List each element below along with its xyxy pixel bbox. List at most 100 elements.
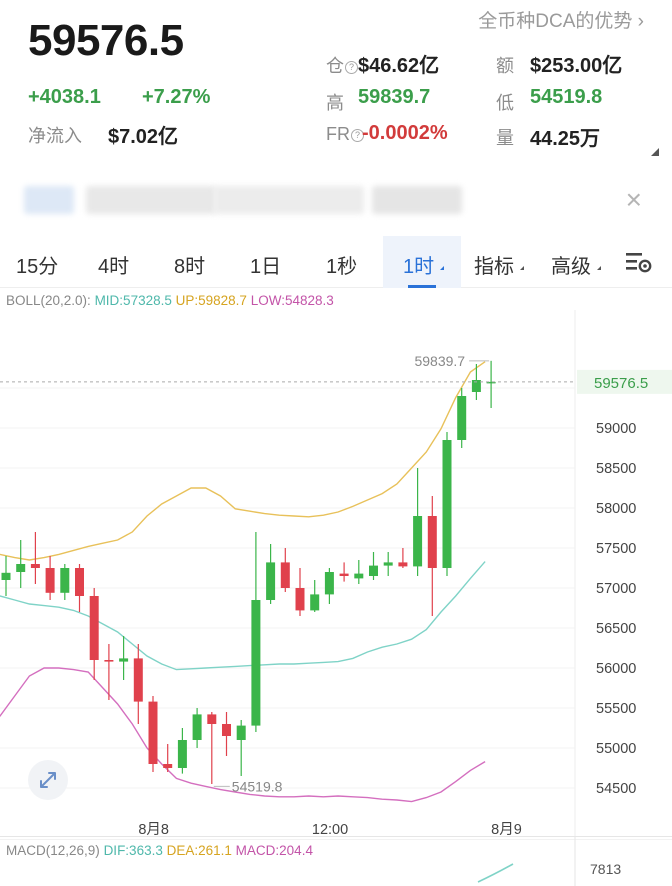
y-tick-label: 59000 [596, 421, 636, 437]
y-tick-label: 56500 [596, 621, 636, 637]
macd-legend: MACD(12,26,9) DIF:363.3 DEA:261.1 MACD:2… [6, 843, 313, 858]
expand-arrows-icon [40, 772, 56, 788]
tab-1d[interactable]: 1日 [250, 256, 282, 278]
y-tick-label: 55500 [596, 701, 636, 717]
macd-name: MACD(12,26,9) [6, 843, 100, 858]
candle-body [75, 568, 84, 596]
candle-body [354, 573, 364, 579]
high-label: 高 [326, 93, 344, 113]
boll-up-value: UP:59828.7 [175, 293, 247, 308]
netflow-value: $7.02亿 [108, 126, 179, 148]
current-price-tag [577, 369, 672, 394]
macd-axis-tick: 7813 [590, 861, 621, 877]
y-tick-label: 55000 [596, 741, 636, 757]
dropdown-caret-icon [520, 266, 524, 270]
close-icon[interactable]: × [625, 184, 642, 215]
tab-4h[interactable]: 4时 [98, 256, 130, 278]
tab-1s[interactable]: 1秒 [326, 256, 358, 278]
candle-body [295, 588, 305, 611]
candle-body [383, 562, 393, 566]
help-icon[interactable]: ? [345, 60, 358, 74]
change-percent: +7.27% [142, 86, 211, 108]
candle-body [133, 658, 143, 702]
netflow-label: 净流入 [28, 126, 82, 146]
open-interest-label[interactable]: 仓? [326, 52, 358, 78]
boll-legend: BOLL(20,2.0): MID:57328.5 UP:59828.7 LOW… [6, 293, 334, 308]
y-tick-label: 58500 [596, 461, 636, 477]
candle-body [427, 516, 437, 568]
macd-dif-value: DIF:363.3 [103, 843, 163, 858]
candle-body [119, 658, 129, 662]
funding-rate-value: -0.0002% [362, 122, 448, 144]
candle-body [222, 724, 231, 736]
macd-panel: 7813 [0, 836, 672, 886]
tab-indicators[interactable]: 指标 [474, 256, 514, 278]
candle-body [471, 380, 481, 392]
change-absolute: +4038.1 [28, 86, 101, 108]
candle-body [16, 564, 26, 572]
candle-body [324, 572, 334, 595]
low-value: 54519.8 [530, 86, 603, 108]
funding-rate-label[interactable]: FR? [326, 124, 364, 145]
help-icon[interactable]: ? [351, 128, 364, 142]
dropdown-caret-icon [597, 266, 601, 270]
x-tick-label: 8月8 [138, 822, 169, 838]
macd-dea-value: DEA:261.1 [166, 843, 232, 858]
boll-low-value: LOW:54828.3 [250, 293, 334, 308]
candle-body [207, 714, 217, 724]
dca-advantage-link[interactable]: 全币种DCA的优势 › [478, 11, 644, 32]
candle-body [192, 714, 202, 740]
current-price-label: 59576.5 [594, 375, 648, 392]
expand-corner-icon[interactable] [651, 148, 659, 156]
candle-body [280, 562, 290, 588]
boll-mid-value: MID:57328.5 [94, 293, 172, 308]
candle-body [486, 381, 496, 384]
interval-tabs: 15分 4时 8时 1日 1秒 1时 指标 高级 [0, 236, 672, 288]
candle-body [398, 562, 408, 567]
candle-body [236, 725, 246, 740]
candle-body [60, 568, 70, 593]
candle-body [104, 660, 114, 662]
open-interest-value: $46.62亿 [358, 55, 440, 77]
candle-body [457, 396, 467, 440]
boll-mid-line [0, 561, 486, 671]
candle-body [1, 572, 11, 580]
candle-body [442, 440, 452, 568]
candle-body [163, 764, 173, 768]
chart-settings-icon[interactable] [624, 250, 654, 274]
candle-body [177, 740, 187, 768]
tab-8h[interactable]: 8时 [174, 256, 206, 278]
macd-histogram-value: MACD:204.4 [235, 843, 313, 858]
boll-lower-line [0, 667, 486, 803]
quantity-label: 量 [496, 128, 514, 148]
high-value: 59839.7 [358, 86, 431, 108]
turnover-label: 额 [496, 56, 514, 76]
candle-body [413, 516, 423, 567]
active-tab-underline [408, 285, 436, 288]
high-marker-label: 59839.7 [414, 353, 465, 369]
y-tick-label: 54500 [596, 781, 636, 797]
candle-body [148, 701, 158, 764]
tab-15m[interactable]: 15分 [16, 256, 59, 278]
last-price: 59576.5 [28, 16, 184, 65]
y-tick-label: 56000 [596, 661, 636, 677]
fullscreen-button[interactable] [28, 760, 68, 800]
x-tick-label: 12:00 [312, 822, 348, 838]
candle-body [89, 596, 99, 660]
candle-body [251, 600, 261, 726]
tab-advanced[interactable]: 高级 [551, 256, 591, 278]
quantity-value: 44.25万 [530, 128, 601, 150]
candlestick-chart[interactable]: 54500 55000 55500 56000 56500 57000 57500 58000… [0, 310, 672, 840]
low-label: 低 [496, 93, 514, 113]
candle-body [266, 562, 276, 600]
y-tick-label: 57000 [596, 581, 636, 597]
candle-body [339, 573, 349, 576]
announcement-banner[interactable] [24, 178, 644, 222]
dropdown-caret-icon [440, 266, 444, 270]
candle-body [310, 594, 320, 611]
tab-1h[interactable]: 1时 [403, 256, 435, 278]
low-marker-label: 54519.8 [232, 778, 283, 794]
y-tick-label: 58000 [596, 501, 636, 517]
candle-body [30, 564, 40, 568]
x-tick-label: 8月9 [491, 822, 522, 838]
